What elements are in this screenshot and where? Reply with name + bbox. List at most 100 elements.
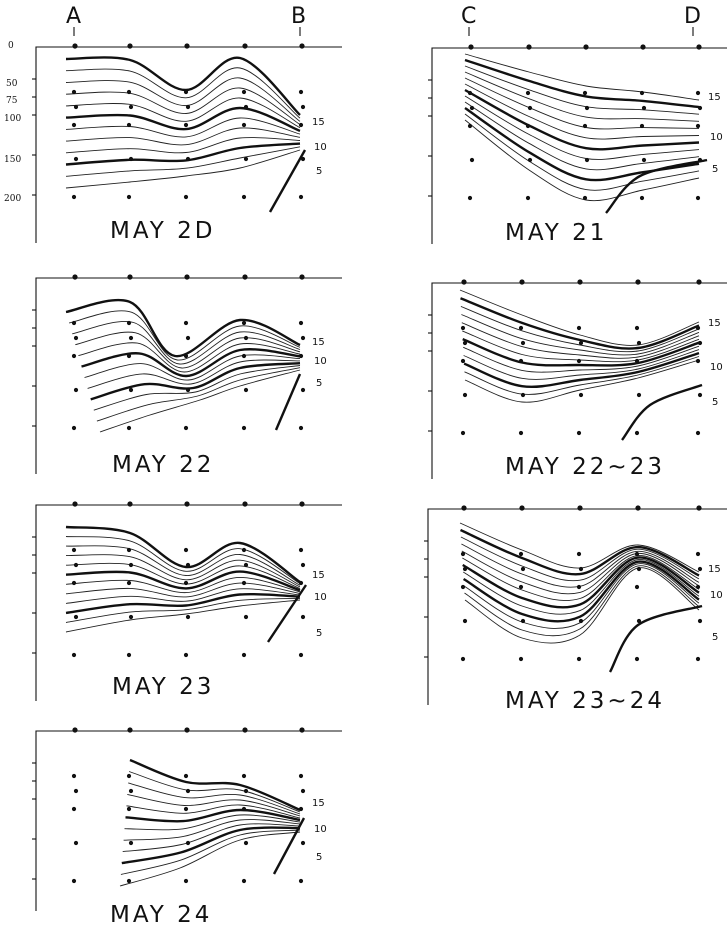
panel-title: MAY 2D <box>110 218 216 244</box>
sample-dot <box>183 580 189 586</box>
isotherm-line <box>65 77 301 122</box>
isotherm-line <box>65 597 301 623</box>
sample-dot <box>185 387 191 393</box>
sample-dot <box>576 551 582 557</box>
station-dot <box>577 279 583 285</box>
sample-dot <box>183 547 189 553</box>
panel-axes <box>35 46 342 243</box>
seafloor-line <box>274 373 302 431</box>
sample-dot <box>467 90 473 96</box>
sample-dot <box>469 105 475 111</box>
sample-dot <box>183 320 189 326</box>
station-dot <box>242 501 248 507</box>
isotherm-line <box>65 525 301 584</box>
sample-dot <box>518 430 524 436</box>
sample-dot <box>697 618 703 624</box>
sample-dot <box>73 788 79 794</box>
sample-dot <box>73 840 79 846</box>
sample-dot <box>525 123 531 129</box>
station-dot <box>696 505 702 511</box>
sample-dot <box>183 425 189 431</box>
sample-dot <box>460 358 466 364</box>
seafloor-line <box>272 817 306 875</box>
sample-dot <box>71 89 77 95</box>
sample-dot <box>582 90 588 96</box>
isotherm-line <box>464 88 700 151</box>
sample-dot <box>73 614 79 620</box>
sample-dot <box>697 105 703 111</box>
sample-dot <box>71 580 77 586</box>
isotherm-label: 15 <box>312 337 325 348</box>
sample-dot <box>243 104 249 110</box>
panel-may2223: 15 10 5 MAY 22~23 <box>428 279 727 480</box>
isotherm-line <box>463 351 700 389</box>
sample-dot <box>128 387 134 393</box>
sample-dot <box>126 878 132 884</box>
isotherm-label: 15 <box>312 798 325 809</box>
sample-dot <box>467 123 473 129</box>
isotherm-line <box>459 289 700 346</box>
sample-dot <box>71 353 77 359</box>
sample-dot <box>634 325 640 331</box>
panel-title: MAY 22 <box>112 452 214 478</box>
isotherm-label: 10 <box>314 824 327 835</box>
isotherm-label: 5 <box>712 632 718 643</box>
sample-dot <box>71 320 77 326</box>
isotherm-line <box>462 555 700 602</box>
sample-dot <box>126 773 132 779</box>
isotherm-line <box>462 560 700 623</box>
station-dot <box>299 501 305 507</box>
isotherm-label: 10 <box>710 590 723 601</box>
depth-label-75: 75 <box>6 96 18 106</box>
sample-dot <box>576 358 582 364</box>
isotherm-label: 5 <box>316 852 322 863</box>
sample-dot <box>71 773 77 779</box>
station-dot <box>519 279 525 285</box>
sample-dot <box>576 325 582 331</box>
isotherm-line <box>461 550 700 595</box>
depth-label-0: 0 <box>8 41 14 51</box>
sample-dot <box>241 773 247 779</box>
station-dot <box>635 505 641 511</box>
station-dot <box>577 505 583 511</box>
sample-dot <box>300 387 306 393</box>
station-dot <box>299 43 305 49</box>
isotherm-label: 10 <box>314 142 327 153</box>
station-dot <box>72 727 78 733</box>
isotherm-line <box>96 367 301 422</box>
sample-dot <box>527 157 533 163</box>
sample-dot <box>584 157 590 163</box>
sample-dot <box>300 614 306 620</box>
sample-dot <box>183 878 189 884</box>
station-dot <box>461 505 467 511</box>
sample-dot <box>185 840 191 846</box>
sample-dot <box>241 547 247 553</box>
station-dot <box>696 279 702 285</box>
isotherm-line <box>464 83 700 140</box>
sample-dot <box>185 562 191 568</box>
isotherm-line <box>127 793 301 817</box>
station-d-label: D <box>684 4 701 29</box>
sample-dot <box>241 122 247 128</box>
sample-dot <box>576 656 582 662</box>
station-dot <box>299 274 305 280</box>
sample-dot <box>126 89 132 95</box>
isotherm-line <box>123 819 301 841</box>
sample-dot <box>126 353 132 359</box>
sample-dot <box>298 773 304 779</box>
station-dot <box>526 44 532 50</box>
panel-axes <box>35 730 342 911</box>
sample-dot <box>243 335 249 341</box>
isotherm-line <box>126 804 301 819</box>
sample-dot <box>73 387 79 393</box>
panel-may21: 15 10 5 MAY 21 <box>428 44 727 246</box>
sample-dot <box>243 387 249 393</box>
sample-dot <box>126 547 132 553</box>
panels-container: 15 10 5 MAY 2D 15 10 5 MAY 21 15 10 5 MAY 22 15 10 5 MA… <box>32 43 727 928</box>
sample-dot <box>126 425 132 431</box>
sample-dot <box>298 425 304 431</box>
isotherm-line <box>65 146 301 177</box>
sample-dot <box>126 652 132 658</box>
sample-dot <box>462 340 468 346</box>
sample-dot <box>128 156 134 162</box>
